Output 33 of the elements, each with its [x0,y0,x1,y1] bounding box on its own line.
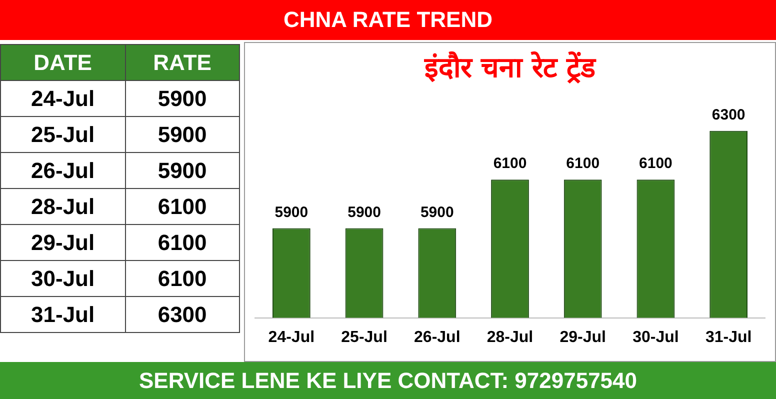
text: DATE [0,44,126,80]
text: 6100 [125,188,240,224]
text: 6100 [125,224,240,260]
x-tick-label: 31-Jul [705,328,752,346]
data-label: 5900 [348,204,381,221]
text: 5900 [125,152,240,188]
x-tick-label: 28-Jul [486,328,534,346]
text: 6300 [125,296,240,332]
chart-subtitle: इंदौर चना रेट ट्रेंड [423,51,597,84]
category-label: 24-Jul [31,86,95,110]
header-banner: CHNA RATE TREND [0,0,776,42]
x-tick-label: 30-Jul [632,328,679,346]
text: 5900 [125,80,240,116]
x-tick-label: 25-Jul [341,328,388,346]
x-tick-label: 26-Jul [414,328,460,346]
category-label: 25-Jul [31,122,95,146]
text: 5900 [125,116,240,152]
data-label: 6100 [566,155,600,172]
text: 6100 [125,260,240,296]
data-label: 6100 [493,155,527,172]
data-label: 6300 [712,106,746,124]
category-label: 31-Jul [31,302,95,326]
data-label: 5900 [420,204,454,221]
category-label: 26-Jul [31,158,95,182]
x-tick-label: 29-Jul [560,328,606,346]
footer-banner: SERVICE LENE KE LIYE CONTACT: 9729757540 [0,362,776,399]
category-label: 28-Jul [31,194,95,218]
category-label: 30-Jul [31,266,95,290]
category-label: 29-Jul [31,230,95,254]
text: RATE [125,44,240,80]
x-tick-label: 24-Jul [268,328,315,346]
data-label: 5900 [274,204,308,221]
data-label: 6100 [639,155,672,172]
